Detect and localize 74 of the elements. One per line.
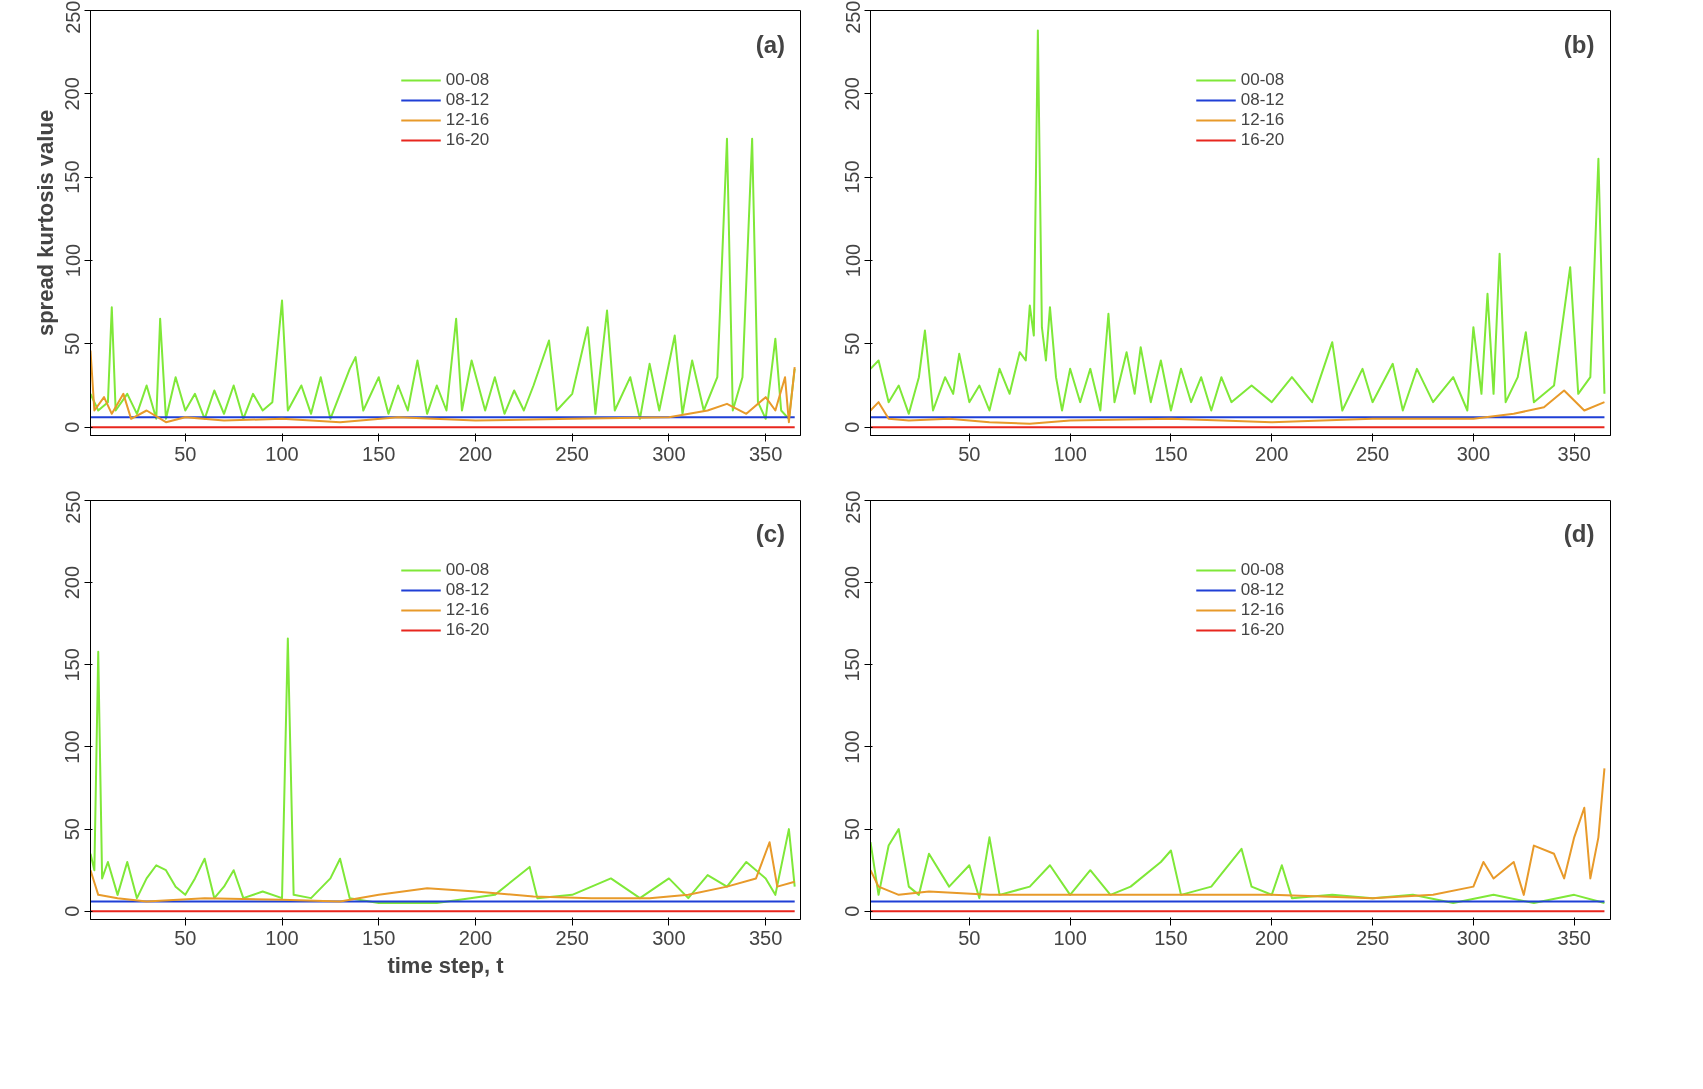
legend-label: 12-16 bbox=[1240, 110, 1285, 130]
y-tick-label: 150 bbox=[841, 160, 864, 194]
x-tick-label: 250 bbox=[555, 442, 589, 465]
y-tick-label: 100 bbox=[61, 730, 84, 764]
legend-label: 16-20 bbox=[1240, 620, 1285, 640]
annotation: (a) bbox=[755, 30, 786, 58]
y-tick-label: 50 bbox=[61, 332, 84, 355]
x-tick-label: 100 bbox=[265, 926, 299, 949]
y-tick-label: 50 bbox=[61, 818, 84, 841]
legend-label: 16-20 bbox=[1240, 130, 1285, 150]
y-tick-label: 100 bbox=[61, 243, 84, 278]
y-tick-label: 150 bbox=[61, 160, 84, 194]
y-tick-label: 200 bbox=[841, 77, 864, 111]
x-tick-label: 150 bbox=[362, 442, 396, 465]
legend-label: 12-16 bbox=[445, 110, 490, 130]
x-tick-label: 250 bbox=[1355, 442, 1390, 465]
x-tick-label: 300 bbox=[1456, 926, 1491, 949]
x-axis-title: time step, t bbox=[387, 952, 505, 978]
y-tick-label: 100 bbox=[841, 730, 864, 764]
y-tick-label: 250 bbox=[841, 490, 864, 524]
x-tick-label: 350 bbox=[1557, 926, 1591, 949]
y-tick-label: 100 bbox=[841, 243, 864, 278]
y-tick-label: 250 bbox=[61, 0, 84, 34]
y-tick-label: 150 bbox=[841, 648, 864, 682]
y-tick-label: 0 bbox=[61, 905, 84, 917]
y-tick-label: 150 bbox=[61, 648, 84, 682]
x-tick-label: 200 bbox=[1255, 442, 1289, 465]
legend-label: 08-12 bbox=[445, 580, 490, 600]
legend-label: 12-16 bbox=[445, 600, 490, 620]
x-tick-label: 250 bbox=[555, 926, 589, 949]
x-tick-label: 150 bbox=[1154, 926, 1188, 949]
x-tick-label: 100 bbox=[265, 442, 299, 465]
y-tick-label: 200 bbox=[61, 565, 84, 600]
x-tick-label: 250 bbox=[1355, 926, 1390, 949]
legend-label: 08-12 bbox=[1240, 580, 1285, 600]
x-tick-label: 350 bbox=[748, 926, 783, 949]
x-tick-label: 200 bbox=[1255, 926, 1289, 949]
annotation: (b) bbox=[1563, 30, 1595, 58]
x-tick-label: 300 bbox=[652, 442, 686, 465]
y-tick-label: 200 bbox=[841, 565, 864, 600]
y-axis-title: spread kurtosis value bbox=[32, 109, 58, 337]
y-tick-label: 0 bbox=[841, 421, 864, 433]
legend-label: 08-12 bbox=[1240, 90, 1285, 110]
x-tick-label: 200 bbox=[458, 926, 493, 949]
y-tick-label: 250 bbox=[841, 0, 864, 34]
legend-label: 00-08 bbox=[1240, 70, 1285, 90]
legend-label: 08-12 bbox=[445, 90, 490, 110]
y-tick-label: 250 bbox=[61, 490, 84, 524]
x-tick-label: 50 bbox=[174, 926, 197, 949]
legend-label: 00-08 bbox=[1240, 560, 1285, 580]
y-tick-label: 50 bbox=[841, 818, 864, 841]
y-tick-label: 50 bbox=[841, 332, 864, 355]
annotation: (d) bbox=[1563, 520, 1595, 548]
legend-label: 12-16 bbox=[1240, 600, 1285, 620]
x-tick-label: 50 bbox=[958, 926, 981, 949]
x-tick-label: 50 bbox=[958, 442, 981, 465]
legend-label: 16-20 bbox=[445, 620, 490, 640]
x-tick-label: 300 bbox=[652, 926, 686, 949]
x-tick-label: 150 bbox=[362, 926, 396, 949]
y-tick-label: 200 bbox=[61, 77, 84, 111]
x-tick-label: 200 bbox=[458, 442, 493, 465]
x-tick-label: 150 bbox=[1154, 442, 1188, 465]
legend-label: 16-20 bbox=[445, 130, 490, 150]
x-tick-label: 100 bbox=[1053, 442, 1087, 465]
annotation: (c) bbox=[755, 520, 786, 548]
legend-label: 00-08 bbox=[445, 560, 490, 580]
legend-label: 00-08 bbox=[445, 70, 490, 90]
x-tick-label: 350 bbox=[748, 442, 783, 465]
x-tick-label: 350 bbox=[1557, 442, 1591, 465]
y-tick-label: 0 bbox=[841, 905, 864, 917]
y-tick-label: 0 bbox=[61, 421, 84, 433]
x-tick-label: 100 bbox=[1053, 926, 1087, 949]
x-tick-label: 50 bbox=[174, 442, 197, 465]
x-tick-label: 300 bbox=[1456, 442, 1491, 465]
